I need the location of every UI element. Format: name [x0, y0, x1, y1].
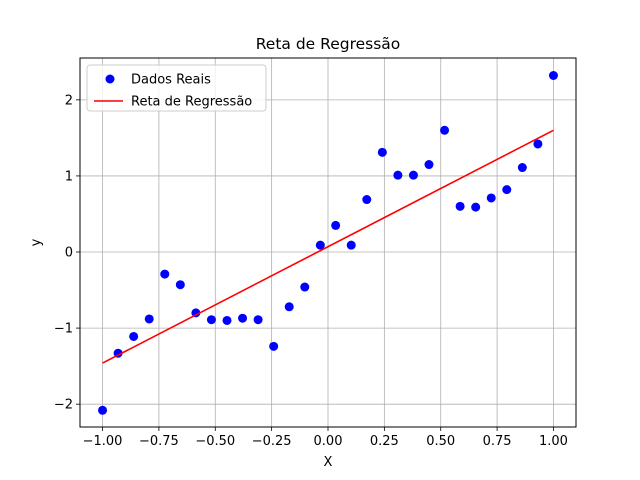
data-point	[377, 147, 387, 157]
y-tick-label: 1	[65, 169, 73, 184]
x-tick-label: 0.50	[426, 434, 455, 449]
y-tick-label: 0	[65, 246, 73, 261]
data-point	[424, 160, 434, 170]
ticks: −1.00 −0.75 −0.50 −0.25 0.00 0.25 0.50 0.75 1.00…	[54, 93, 568, 449]
data-point	[175, 280, 185, 290]
grid	[80, 58, 576, 427]
y-tick-label: −1	[54, 322, 73, 337]
series-layer	[98, 70, 558, 415]
legend-entry-label: Reta de Regressão	[131, 95, 252, 110]
data-point	[502, 185, 512, 195]
data-point	[393, 170, 403, 180]
data-point	[191, 308, 201, 318]
data-point	[269, 341, 279, 351]
x-tick-label: 0.75	[483, 434, 512, 449]
x-tick-label: −1.00	[83, 434, 123, 449]
data-point	[238, 313, 248, 323]
data-point	[346, 240, 356, 250]
regression-line	[102, 129, 554, 364]
data-point	[144, 314, 154, 324]
data-point	[253, 315, 263, 325]
data-point	[300, 282, 310, 292]
data-point	[440, 125, 450, 135]
data-point	[222, 315, 232, 325]
data-point	[471, 202, 481, 212]
data-point	[533, 139, 543, 149]
chart-title: Reta de Regressão	[256, 35, 401, 53]
x-axis-label: X	[324, 455, 333, 470]
legend-box	[86, 64, 267, 112]
x-tick-label: 1.00	[539, 434, 568, 449]
x-tick-label: −0.75	[139, 434, 179, 449]
data-point	[129, 331, 139, 341]
data-point	[284, 302, 294, 312]
data-point	[455, 201, 465, 211]
data-point	[517, 163, 527, 173]
x-tick-label: −0.50	[195, 434, 235, 449]
legend-marker-scatter	[105, 74, 115, 84]
data-point	[315, 240, 325, 250]
x-tick-label: 0.00	[314, 434, 343, 449]
data-point	[408, 170, 418, 180]
data-point	[160, 269, 170, 279]
data-point	[362, 195, 372, 205]
x-tick-label: 0.25	[370, 434, 399, 449]
data-point	[98, 405, 108, 415]
x-tick-label: −0.25	[252, 434, 292, 449]
legend-entry-label: Dados Reais	[131, 73, 211, 88]
y-tick-label: −2	[54, 398, 73, 413]
data-point	[331, 220, 341, 230]
y-axis-label: y	[29, 238, 44, 246]
legend: Dados Reais Reta de Regressão	[86, 64, 267, 112]
data-point	[486, 193, 496, 203]
y-tick-label: 2	[65, 93, 73, 108]
data-point	[206, 315, 216, 325]
data-point	[548, 70, 558, 80]
